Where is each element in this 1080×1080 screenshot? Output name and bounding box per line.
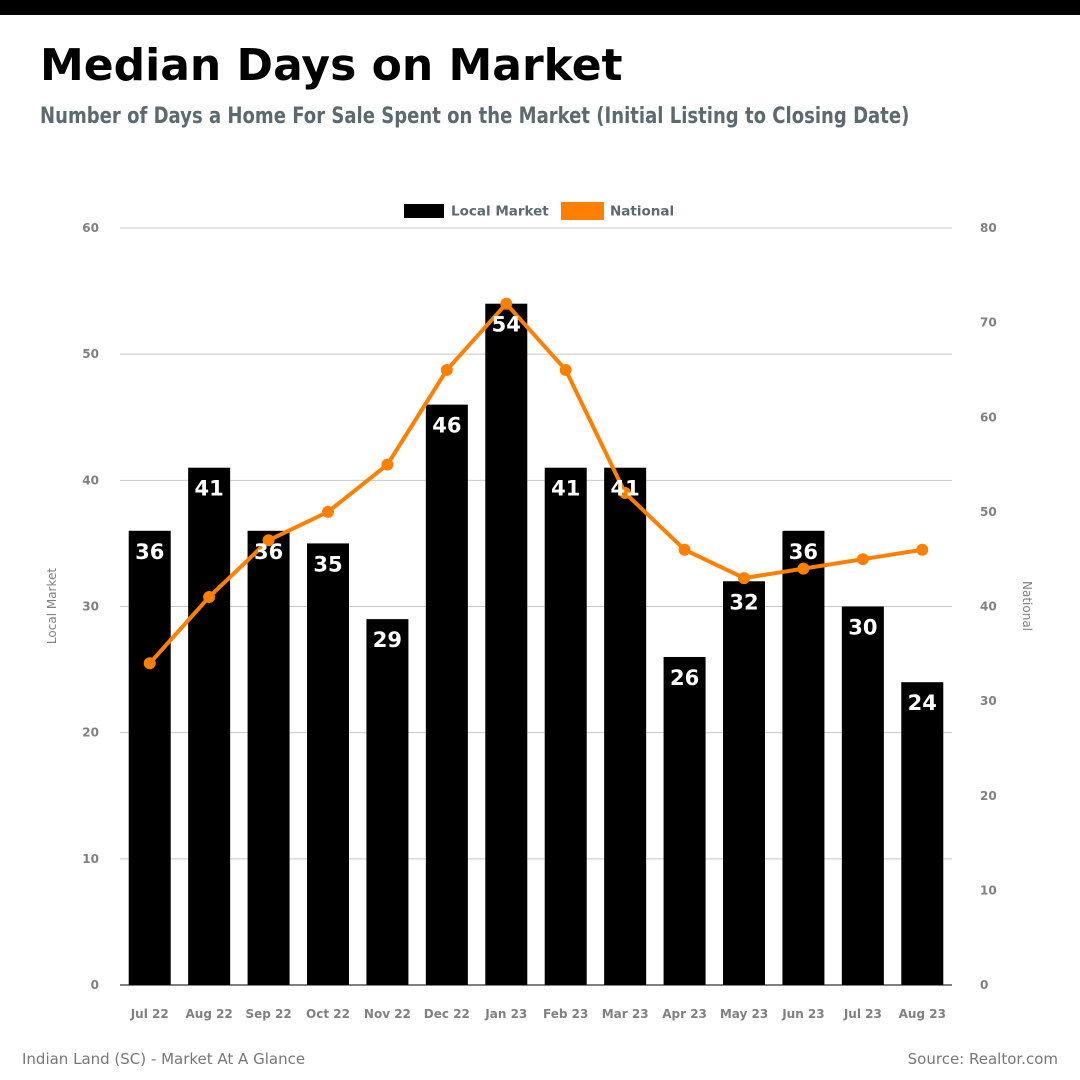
point-national [738, 572, 750, 585]
legend-swatch-national [561, 202, 604, 220]
bar-value-label: 36 [789, 540, 818, 564]
legend-swatch-local-market [404, 204, 444, 218]
top-bar [0, 0, 1080, 15]
bar-value-label: 41 [551, 477, 580, 501]
bar-value-label: 26 [670, 666, 699, 690]
point-national [203, 591, 216, 604]
y-right-tick-label: 10 [980, 883, 997, 897]
y-right-tick-label: 0 [980, 978, 988, 992]
line-layer [143, 297, 929, 670]
point-national [381, 458, 394, 471]
bar-value-label: 36 [254, 540, 283, 564]
bar-local-market [128, 530, 171, 985]
bar-local-market [663, 656, 706, 985]
bar-local-market [604, 467, 647, 985]
line-national [147, 301, 925, 666]
point-national [678, 543, 691, 556]
y-right-tick-label: 30 [980, 694, 997, 708]
point-national [916, 543, 929, 556]
legend: Local Market National [404, 202, 674, 220]
point-national [322, 505, 334, 518]
bar-value-label: 41 [611, 477, 640, 501]
point-national [500, 297, 513, 310]
y-right-tick-label: 60 [980, 410, 997, 424]
x-tick-label: Oct 22 [306, 1007, 350, 1021]
bar-value-label: 41 [195, 477, 224, 501]
x-tick-label: Nov 22 [364, 1007, 411, 1021]
bar-local-market [901, 682, 944, 985]
y-right-tick-label: 40 [980, 600, 997, 614]
x-tick-label: Dec 22 [424, 1007, 470, 1021]
bar-local-market [307, 543, 349, 985]
x-tick-label: Aug 23 [899, 1007, 946, 1021]
bar-value-label: 29 [373, 628, 402, 652]
x-tick-label: Jul 22 [130, 1007, 169, 1021]
footer-market-label: Indian Land (SC) - Market At A Glance [22, 1050, 306, 1068]
x-tick-label: Aug 22 [185, 1007, 232, 1021]
point-national [797, 562, 810, 575]
footer-source: Source: Realtor.com [907, 1050, 1058, 1068]
y-left-axis-title: Local Market [45, 568, 59, 644]
bar-value-label: 54 [492, 313, 521, 337]
bar-local-market [188, 467, 231, 985]
legend-label-national: National [610, 204, 674, 220]
bar-value-label: 36 [135, 540, 164, 564]
y-right-axis-title: National [1020, 581, 1034, 631]
bar-local-market [841, 606, 884, 985]
bar-local-market [366, 619, 409, 985]
labels-layer: 36 41 36 35 29 46 54 41 41 26 32 36 30 24 [135, 313, 937, 716]
y-left-tick-label: 40 [82, 473, 99, 487]
bar-local-market [544, 467, 587, 985]
bar-value-label: 30 [848, 616, 877, 640]
y-left-tick-label: 50 [82, 347, 99, 361]
y-left-tick-label: 20 [82, 726, 99, 740]
bar-local-market [723, 581, 765, 985]
x-tick-label: Mar 23 [602, 1007, 649, 1021]
bar-local-market [782, 530, 825, 985]
page-title: Median Days on Market [40, 40, 623, 91]
y-right-tick-label: 50 [980, 505, 997, 519]
point-national [440, 363, 453, 376]
x-tick-label: May 23 [720, 1007, 768, 1021]
x-tick-label: Jun 23 [781, 1007, 824, 1021]
bars-layer [128, 303, 944, 986]
y-left-tick-label: 60 [82, 221, 99, 235]
y-left-tick-label: 0 [91, 978, 99, 992]
x-tick-label: Sep 22 [245, 1007, 291, 1021]
bar-value-label: 46 [432, 414, 461, 438]
y-right-tick-label: 20 [980, 789, 997, 803]
page-subtitle: Number of Days a Home For Sale Spent on … [40, 104, 910, 129]
bar-local-market [425, 404, 468, 986]
x-tick-label: Jul 23 [843, 1007, 882, 1021]
bar-local-market [485, 303, 528, 985]
y-right-tick-label: 80 [980, 221, 997, 235]
point-national [143, 657, 156, 670]
point-national [619, 486, 632, 499]
x-tick-label: Feb 23 [543, 1007, 588, 1021]
y-right-tick-label: 70 [980, 316, 997, 330]
point-national [856, 553, 869, 566]
y-left-tick-label: 10 [82, 852, 99, 866]
bar-value-label: 35 [313, 552, 342, 576]
point-national [262, 534, 275, 547]
legend-label-local-market: Local Market [451, 204, 549, 220]
y-left-tick-label: 30 [82, 600, 99, 614]
x-tick-label: Apr 23 [662, 1007, 707, 1021]
point-national [559, 363, 572, 376]
bar-value-label: 32 [729, 590, 758, 614]
bar-value-label: 24 [908, 691, 937, 715]
grid-layer [120, 227, 952, 860]
x-tick-label: Jan 23 [484, 1007, 527, 1021]
axes-layer: 0 10 20 30 40 50 60 0 10 20 30 40 50 60 70 80 Local Mark… [45, 221, 1034, 1021]
bar-local-market [247, 530, 290, 985]
